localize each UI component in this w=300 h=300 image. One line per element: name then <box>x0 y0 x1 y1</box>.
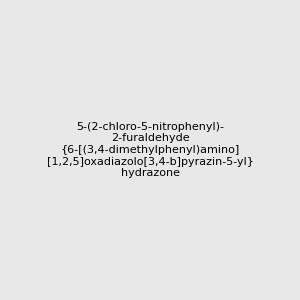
Text: 5-(2-chloro-5-nitrophenyl)-
2-furaldehyde
{6-[(3,4-dimethylphenyl)amino]
[1,2,5]: 5-(2-chloro-5-nitrophenyl)- 2-furaldehyd… <box>46 122 253 178</box>
